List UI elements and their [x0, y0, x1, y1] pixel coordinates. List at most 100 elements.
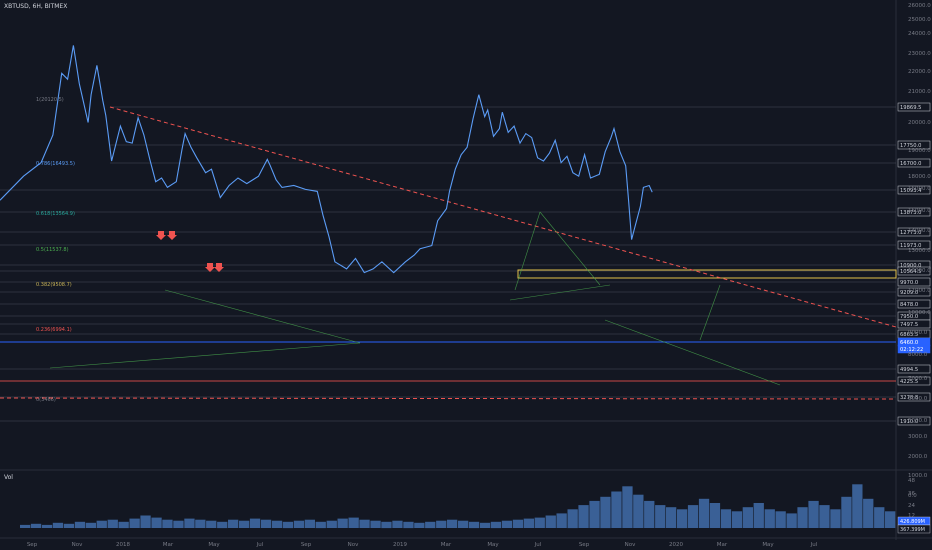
y-axis-tick-label: 3000.0: [908, 434, 928, 440]
x-axis-tick-label: Sep: [27, 542, 38, 548]
price-level-tag: [897, 240, 931, 250]
volume-bar: [556, 513, 567, 528]
volume-bar: [96, 520, 107, 528]
price-level-label: 19869.5: [900, 105, 921, 111]
volume-bar: [293, 520, 305, 528]
price-level-tag: [897, 344, 931, 354]
price-level-label: 9209.0: [900, 290, 918, 296]
price-level-label: 4994.5: [900, 367, 918, 373]
x-axis-tick-label: Jul: [810, 542, 818, 548]
volume-bar: [260, 519, 272, 528]
volume-bar: [775, 511, 786, 528]
price-level-label: 02:12:22: [900, 347, 923, 353]
x-axis-tick-label: Sep: [301, 542, 312, 548]
volume-bar: [567, 509, 578, 529]
volume-value-tag: [897, 524, 931, 534]
support-dashed-line: [0, 397, 897, 400]
volume-bar: [622, 486, 633, 528]
volume-bar: [819, 505, 830, 528]
price-line-series: [0, 45, 653, 274]
price-level-tag: [897, 319, 931, 329]
y-axis-tick-label: 0.0: [908, 493, 917, 499]
volume-bar: [490, 521, 502, 529]
price-level-tag: [897, 277, 931, 287]
volume-bar: [140, 515, 151, 528]
volume-bar: [753, 503, 764, 528]
volume-bar: [326, 520, 337, 528]
fib-level-label: 0.786(16493.5): [36, 161, 75, 167]
trendline: [699, 284, 721, 341]
price-level-label: 10900.0: [900, 263, 921, 269]
y-axis-tick-label: 22000.0: [908, 69, 931, 75]
volume-bar: [578, 505, 589, 528]
y-axis-tick-label: 26000.0: [908, 3, 931, 9]
volume-bar: [709, 503, 721, 528]
volume-bar: [501, 520, 513, 528]
volume-bar: [666, 507, 677, 528]
price-level-tag: [897, 266, 931, 276]
x-axis-tick-label: 2020: [669, 542, 683, 548]
chart-drawings: 1(20120.5) 0.786(16493.5) 0.618(13564.9) 0.…: [0, 97, 897, 403]
price-level-label: 10564.5: [900, 269, 921, 275]
volume-bar: [742, 507, 753, 528]
fib-level-label: 0(3466): [36, 397, 56, 403]
y-axis-tick-label: 19000.0: [908, 148, 931, 154]
volume-bar: [425, 521, 436, 529]
volume-bar: [830, 509, 841, 529]
volume-bar: [436, 520, 447, 528]
y-axis-tick-label: 5000.0: [908, 418, 928, 424]
volume-bar: [41, 524, 53, 528]
trendline: [539, 211, 601, 286]
price-level-label: 7497.5: [900, 322, 918, 328]
volume-bar: [184, 518, 195, 528]
volume-bar: [271, 520, 283, 528]
y-axis-tick-label: 16000.0: [908, 186, 931, 192]
volume-bar: [764, 509, 775, 529]
volume-bar: [392, 520, 403, 528]
y-axis-tick-label: 9000.0: [908, 330, 928, 336]
x-axis-tick-label: Mar: [717, 542, 728, 548]
volume-bar: [655, 505, 666, 528]
volume-bar: [217, 521, 228, 529]
volume-axis-tick-label: 12: [908, 513, 915, 519]
volume-bar: [600, 496, 611, 529]
fib-level-label: 0.236(6994.1): [36, 327, 72, 333]
volume-bar: [852, 484, 863, 529]
volume-bar: [20, 524, 31, 528]
price-axis: 26000.0 25000.0 24000.0 23000.0 22000.0 21000…: [908, 3, 931, 519]
price-level-label: 6863.5: [900, 332, 918, 338]
volume-axis-tick-label: 24: [908, 503, 915, 509]
volume-bar: [885, 511, 896, 528]
y-axis-tick-label: 20000.0: [908, 120, 931, 126]
price-series-layer: [0, 45, 653, 274]
y-axis-tick-label: 1000.0: [908, 473, 928, 479]
x-axis-tick-label: Mar: [441, 542, 452, 548]
volume-bar: [403, 521, 414, 529]
price-level-label: 17750.0: [900, 143, 921, 149]
volume-bar: [863, 498, 874, 528]
volume-bar: [458, 520, 469, 528]
volume-bar: [545, 515, 556, 528]
volume-bar: [162, 519, 173, 528]
volume-bar: [797, 507, 808, 528]
volume-bar: [228, 519, 239, 528]
x-axis-tick-label: 2019: [393, 542, 407, 548]
volume-bar: [611, 491, 622, 528]
price-level-tag: [897, 376, 931, 386]
volume-bar: [633, 494, 644, 528]
volume-bar: [786, 513, 797, 528]
trendline: [509, 284, 611, 301]
volume-bar: [841, 496, 852, 529]
y-axis-tick-label: 7000.0: [908, 376, 928, 382]
y-axis-tick-label: 15000.0: [908, 208, 931, 214]
volume-bar: [282, 521, 294, 529]
price-level-label: 6460.0: [900, 340, 918, 346]
volume-bar: [337, 518, 348, 528]
sell-arrow-icon: [205, 263, 215, 272]
volume-bar: [720, 509, 732, 529]
descending-trendline: [109, 106, 897, 328]
price-level-tag: [897, 287, 931, 297]
volume-bar: [370, 520, 381, 528]
volume-axis-tick-label: 48: [908, 478, 915, 484]
